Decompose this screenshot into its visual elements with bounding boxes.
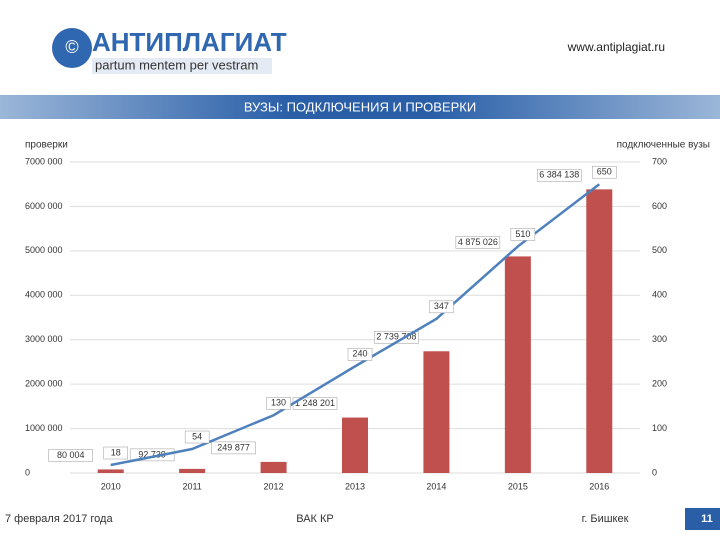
chart-title: ВУЗЫ: ПОДКЛЮЧЕНИЯ И ПРОВЕРКИ bbox=[244, 99, 476, 114]
y-tick-label: 3000 000 bbox=[25, 334, 63, 344]
footer-date: 7 февраля 2017 года bbox=[5, 513, 113, 525]
logo: АНТИПЛАГИАТ bbox=[92, 27, 287, 57]
line-label: 54 bbox=[192, 431, 202, 441]
line-label-box bbox=[592, 165, 617, 179]
line-label-box bbox=[184, 430, 210, 444]
y2-tick-label: 0 bbox=[652, 467, 657, 477]
line-label-box bbox=[347, 348, 373, 361]
y-axis-label: проверки bbox=[25, 140, 68, 151]
y-tick-label: 6000 000 bbox=[25, 201, 63, 211]
value-label-box bbox=[48, 449, 93, 462]
logo-icon bbox=[52, 28, 92, 68]
y2-axis-label: подключенные вузы bbox=[617, 140, 710, 151]
x-tick-label: 2013 bbox=[345, 481, 365, 491]
value-label-box bbox=[211, 441, 256, 455]
value-label: 4 875 026 bbox=[458, 237, 498, 247]
bar bbox=[586, 189, 613, 473]
url: www.antiplagiat.ru bbox=[567, 40, 665, 54]
footer-center: ВАК КР bbox=[296, 513, 334, 525]
value-label-box bbox=[537, 169, 582, 182]
y-tick-label: 7000 000 bbox=[25, 156, 63, 166]
value-label: 92 739 bbox=[138, 449, 166, 459]
bar bbox=[504, 256, 531, 473]
line-label-box bbox=[429, 300, 454, 314]
title-band bbox=[0, 95, 720, 119]
y-tick-label: 1000 000 bbox=[25, 423, 63, 433]
motto-bg bbox=[92, 58, 272, 74]
line-label: 18 bbox=[111, 447, 121, 457]
page-box bbox=[685, 508, 720, 530]
y-tick-label: 2000 000 bbox=[25, 379, 63, 389]
line-label: 240 bbox=[352, 349, 367, 359]
x-tick-label: 2014 bbox=[426, 481, 446, 491]
line-label-box bbox=[510, 228, 536, 241]
line bbox=[110, 183, 601, 467]
x-tick-label: 2012 bbox=[264, 481, 284, 491]
page-number: 11 bbox=[701, 513, 713, 525]
footer-city: г. Бишкек bbox=[582, 513, 629, 525]
line-label: 650 bbox=[597, 167, 612, 177]
value-label: 2 739 708 bbox=[376, 332, 416, 342]
x-tick-label: 2016 bbox=[589, 481, 609, 491]
x-tick-label: 2011 bbox=[182, 481, 201, 491]
y2-tick-label: 700 bbox=[652, 156, 667, 166]
bar bbox=[179, 468, 206, 473]
y2-tick-label: 200 bbox=[652, 379, 667, 389]
line-label: 347 bbox=[434, 301, 449, 311]
y2-tick-label: 100 bbox=[652, 423, 667, 433]
y2-tick-label: 400 bbox=[652, 290, 667, 300]
line-label-box bbox=[103, 446, 128, 460]
bar bbox=[342, 417, 368, 473]
y-tick-label: 4000 000 bbox=[25, 290, 63, 300]
line-label: 130 bbox=[271, 398, 286, 408]
logo-symbol: © bbox=[65, 37, 78, 57]
value-label: 80 004 bbox=[57, 450, 85, 460]
motto: partum mentem per vestram bbox=[95, 57, 258, 72]
line-label: 510 bbox=[515, 229, 530, 239]
y2-tick-label: 600 bbox=[652, 201, 667, 211]
x-tick-label: 2010 bbox=[101, 481, 121, 491]
y-tick-label: 0 bbox=[25, 467, 30, 477]
bar bbox=[97, 469, 124, 473]
y2-tick-label: 300 bbox=[652, 334, 667, 344]
bar bbox=[260, 461, 287, 473]
value-label-box bbox=[455, 236, 501, 249]
value-label: 6 384 138 bbox=[539, 170, 579, 180]
value-label: 1 248 201 bbox=[295, 398, 335, 408]
y-tick-label: 5000 000 bbox=[25, 245, 63, 255]
y2-tick-label: 500 bbox=[652, 245, 667, 255]
value-label: 249 877 bbox=[217, 442, 250, 452]
bar bbox=[423, 351, 450, 473]
x-tick-label: 2015 bbox=[508, 481, 528, 491]
line-label-box bbox=[266, 396, 291, 410]
